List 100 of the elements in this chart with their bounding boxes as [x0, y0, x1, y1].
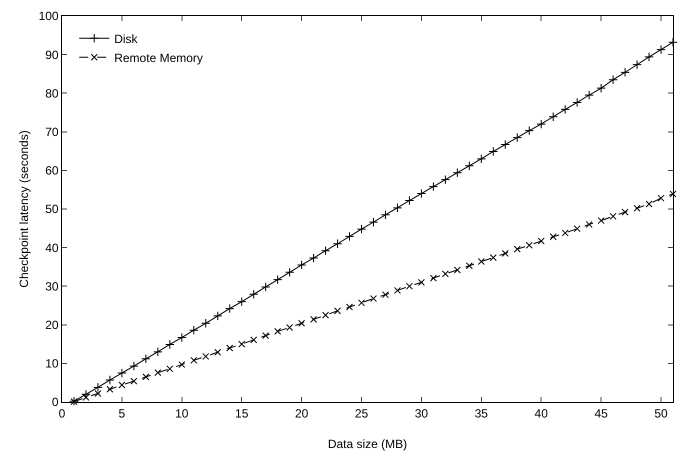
point	[117, 368, 127, 378]
point	[476, 154, 486, 164]
point	[142, 373, 150, 380]
point	[418, 278, 425, 286]
point	[320, 246, 330, 256]
y-tick-label: 30	[45, 279, 59, 294]
point	[644, 52, 654, 62]
point	[344, 232, 354, 242]
point	[154, 369, 162, 376]
point	[646, 200, 653, 208]
point	[370, 295, 377, 302]
point	[141, 354, 151, 364]
x-tick-label: 35	[474, 406, 488, 420]
point	[488, 146, 498, 156]
x-tick-label: 20	[294, 406, 309, 420]
x-tick-label: 30	[414, 406, 428, 420]
point	[632, 60, 642, 70]
point	[296, 260, 306, 270]
y-tick-label: 80	[45, 86, 59, 100]
x-tick-label: 25	[354, 406, 369, 420]
point	[598, 217, 605, 224]
y-tick-label: 50	[45, 202, 59, 216]
y-axis-title: Checkpoint latency (seconds)	[17, 130, 31, 288]
point	[166, 365, 174, 372]
point	[202, 352, 210, 360]
legend-label: Remote Memory	[114, 50, 203, 65]
point	[416, 188, 426, 198]
point	[610, 212, 617, 220]
point	[550, 233, 557, 240]
point	[334, 307, 342, 314]
y-tick-label: 0	[52, 395, 59, 410]
point	[668, 38, 678, 47]
point	[620, 68, 630, 78]
y-tick-label: 40	[45, 240, 59, 255]
point	[238, 340, 246, 348]
point	[394, 286, 401, 294]
point	[310, 316, 318, 323]
point	[346, 304, 354, 311]
point	[225, 304, 234, 314]
point	[538, 238, 545, 245]
point	[500, 140, 510, 150]
point	[464, 161, 474, 170]
point	[524, 126, 534, 136]
point	[536, 119, 546, 129]
point	[512, 132, 522, 142]
point	[452, 168, 462, 178]
point	[442, 270, 449, 278]
point	[586, 220, 593, 228]
point	[440, 174, 450, 184]
point	[93, 382, 103, 392]
point	[214, 348, 222, 356]
x-axis-title: Data size (MB)	[328, 437, 408, 451]
point	[404, 196, 414, 206]
point	[526, 242, 533, 249]
point	[189, 326, 198, 335]
point	[548, 112, 558, 122]
point	[430, 274, 437, 282]
point	[94, 390, 102, 398]
point	[584, 90, 594, 100]
x-tick-label: 5	[118, 406, 126, 420]
point	[466, 262, 473, 270]
point	[165, 340, 175, 350]
x-tick-label: 50	[654, 406, 668, 420]
point	[81, 390, 91, 399]
point	[454, 266, 461, 274]
point	[284, 268, 294, 277]
point	[478, 258, 485, 265]
point	[105, 375, 115, 385]
point	[670, 190, 676, 198]
point	[106, 386, 114, 393]
point	[260, 282, 270, 292]
point	[262, 332, 270, 340]
point	[562, 229, 569, 236]
point	[380, 210, 390, 220]
point	[118, 382, 126, 389]
point	[608, 74, 618, 84]
point	[502, 250, 509, 257]
y-tick-label: 20	[45, 318, 59, 332]
point	[153, 347, 163, 357]
y-tick-label: 10	[45, 356, 59, 371]
point	[322, 312, 330, 319]
point	[560, 104, 570, 114]
point	[514, 246, 521, 253]
point	[382, 291, 389, 298]
y-tick-label: 70	[45, 125, 59, 139]
x-tick-label: 15	[235, 406, 249, 420]
point	[201, 318, 210, 328]
point	[572, 98, 582, 108]
point	[286, 324, 294, 331]
point	[82, 394, 90, 401]
point	[358, 299, 366, 306]
point	[658, 194, 665, 202]
point	[356, 224, 366, 234]
y-tick-label: 100	[38, 9, 59, 24]
point	[308, 253, 318, 263]
point	[298, 320, 306, 327]
point	[596, 83, 606, 93]
point	[190, 356, 198, 364]
y-tick-label: 60	[45, 164, 59, 178]
point	[368, 217, 378, 227]
